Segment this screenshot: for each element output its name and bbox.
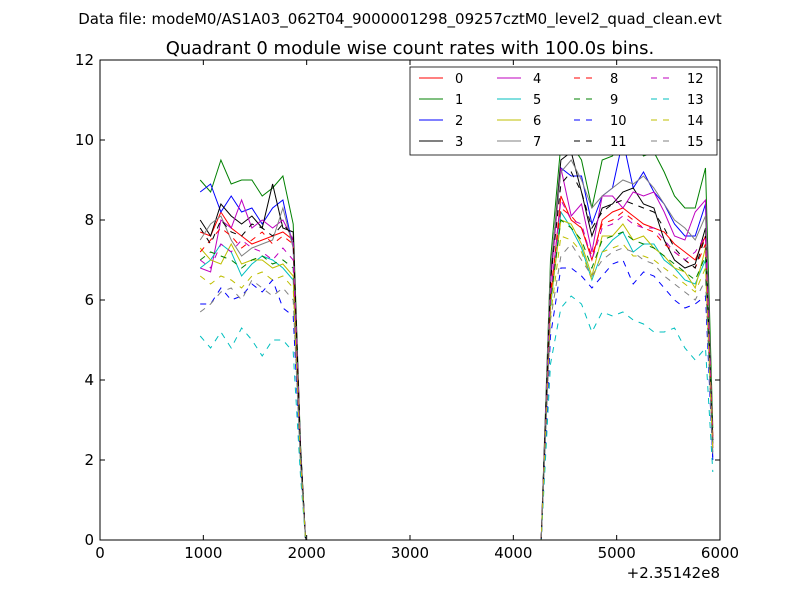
x-tick-label-4000: 4000 bbox=[494, 544, 532, 562]
x-offset-label: +2.35142e8 bbox=[627, 564, 720, 582]
legend-frame bbox=[409, 66, 718, 156]
figure-suptitle: Data file: modeM0/AS1A03_062T04_90000012… bbox=[78, 10, 722, 29]
y-tick-label-4: 4 bbox=[84, 371, 94, 389]
legend-label-11: 11 bbox=[610, 135, 627, 150]
x-tick-label-5000: 5000 bbox=[598, 544, 636, 562]
legend-label-8: 8 bbox=[610, 72, 618, 87]
x-tick-label-1000: 1000 bbox=[184, 544, 222, 562]
legend-label-3: 3 bbox=[455, 135, 463, 150]
legend-label-4: 4 bbox=[533, 72, 541, 87]
legend-label-15: 15 bbox=[687, 135, 704, 150]
legend-label-10: 10 bbox=[610, 114, 627, 129]
chart-title: Quadrant 0 module wise count rates with … bbox=[166, 38, 655, 59]
legend-label-7: 7 bbox=[533, 135, 541, 150]
y-tick-label-0: 0 bbox=[84, 531, 94, 549]
y-tick-label-8: 8 bbox=[84, 211, 94, 229]
y-tick-label-10: 10 bbox=[75, 131, 94, 149]
legend-label-5: 5 bbox=[533, 93, 541, 108]
y-tick-label-2: 2 bbox=[84, 451, 94, 469]
x-tick-label-2000: 2000 bbox=[288, 544, 326, 562]
legend-label-6: 6 bbox=[533, 114, 541, 129]
legend-label-13: 13 bbox=[687, 93, 704, 108]
legend-label-0: 0 bbox=[455, 72, 463, 87]
legend-label-2: 2 bbox=[455, 114, 463, 129]
y-tick-label-6: 6 bbox=[84, 291, 94, 309]
legend-label-1: 1 bbox=[455, 93, 463, 108]
legend-label-14: 14 bbox=[687, 114, 704, 129]
series-line-15 bbox=[199, 243, 714, 541]
x-tick-label-0: 0 bbox=[95, 544, 105, 562]
y-tick-label-12: 12 bbox=[75, 51, 94, 69]
legend-label-9: 9 bbox=[610, 93, 618, 108]
legend-label-12: 12 bbox=[687, 72, 704, 87]
x-tick-label-6000: 6000 bbox=[701, 544, 739, 562]
x-tick-label-3000: 3000 bbox=[391, 544, 429, 562]
